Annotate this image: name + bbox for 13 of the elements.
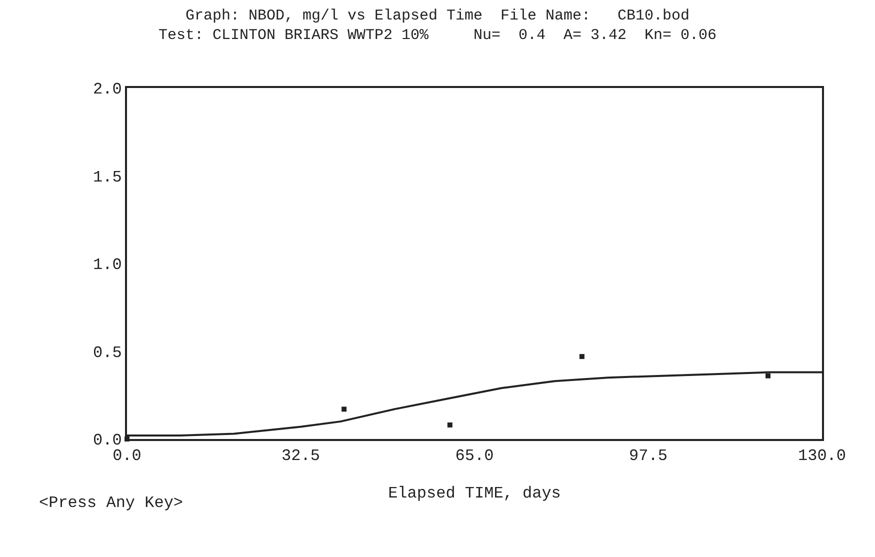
x-tick-label: 65.0 bbox=[455, 447, 494, 466]
x-tick-label: 130.0 bbox=[798, 447, 846, 466]
x-axis-title: Elapsed TIME, days bbox=[388, 484, 561, 502]
x-tick-label: 0.0 bbox=[112, 447, 142, 466]
y-tick-label: 1.0 bbox=[92, 256, 122, 274]
y-tick-label: 2.0 bbox=[92, 80, 122, 99]
x-tick-label: 32.5 bbox=[282, 447, 320, 466]
text: <Press Any Key> bbox=[39, 494, 184, 512]
x-tick-label: 97.5 bbox=[629, 447, 668, 466]
chart-title: Graph: NBOD, mg/l vs Elapsed Time File Name: CB10.bod Test: CLINTON BRIARS WWTP2 10% Nu= 0.4 A= 3.42 Kn= 0.06 bbox=[158, 7, 717, 44]
y-tick-label: 1.5 bbox=[92, 168, 122, 186]
y-tick-label: 0.0 bbox=[92, 432, 122, 450]
y-tick-label: 0.5 bbox=[92, 344, 122, 362]
